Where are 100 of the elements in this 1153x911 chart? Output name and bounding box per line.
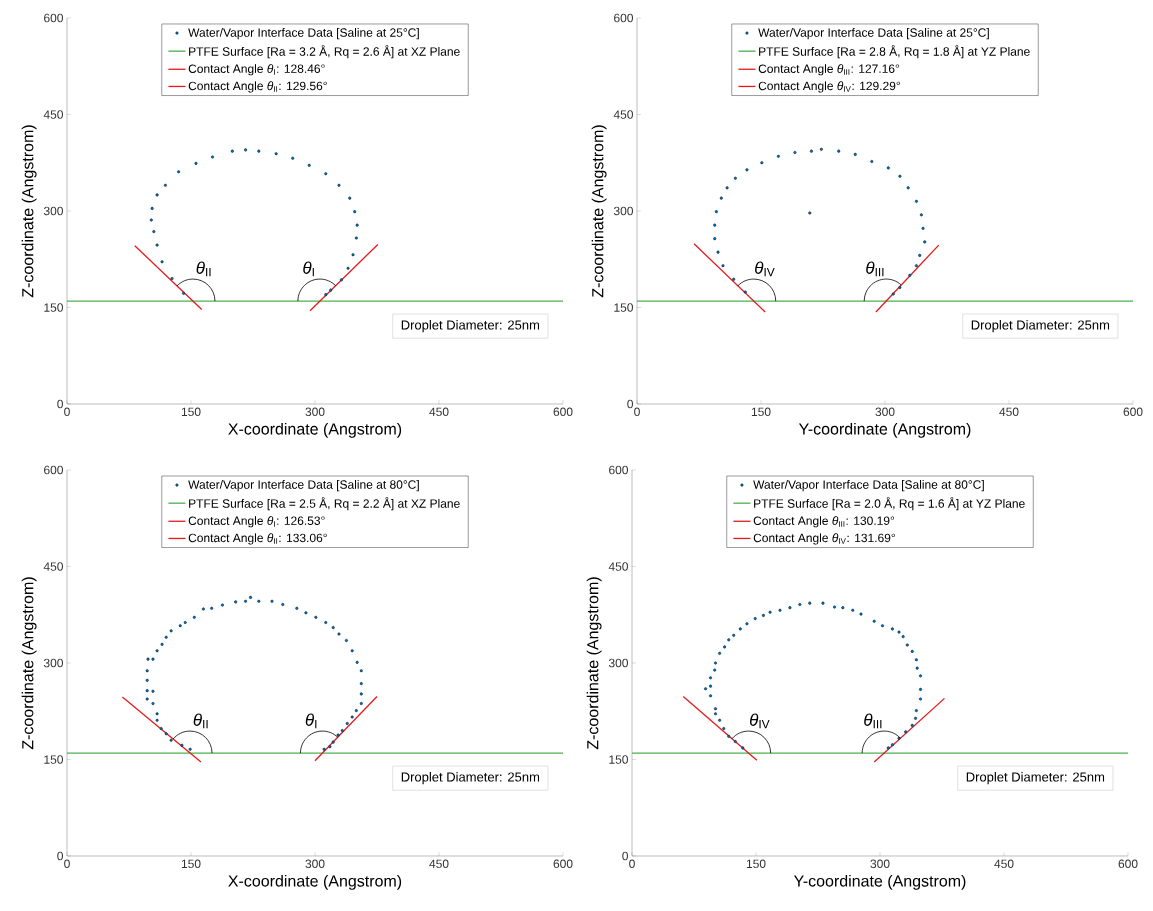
- x-tick-label: 300: [870, 859, 890, 869]
- point: [910, 649, 914, 653]
- point: [201, 607, 205, 611]
- point: [741, 746, 745, 750]
- point: [853, 152, 857, 156]
- y-axis-title: Z-coordinate (Angstrom): [21, 577, 37, 750]
- point: [337, 632, 341, 636]
- point: [733, 739, 737, 743]
- point: [808, 601, 812, 605]
- point: [353, 210, 357, 214]
- point: [923, 240, 927, 244]
- y-tick-label: 450: [43, 562, 63, 571]
- point: [151, 657, 155, 661]
- point: [808, 211, 812, 215]
- point: [346, 266, 350, 270]
- legend-label: Contact Angle θ$_{I}$: 128.46°: [188, 64, 325, 76]
- legend-label: Contact Angle θ$_{I}$: 126.53°: [188, 516, 325, 528]
- point: [151, 702, 155, 706]
- point: [155, 712, 159, 716]
- x-tick-label: 300: [305, 859, 325, 869]
- point: [155, 193, 159, 197]
- y-tick-label: 0: [57, 851, 64, 861]
- annotation: Droplet Diameter: 25nm: [966, 772, 1105, 785]
- point: [745, 168, 749, 172]
- point: [178, 624, 182, 628]
- point: [727, 638, 731, 642]
- point: [164, 732, 168, 736]
- x-tick-label: 600: [553, 859, 573, 869]
- point: [210, 606, 214, 610]
- point: [753, 617, 757, 621]
- point: [833, 605, 837, 609]
- point: [234, 600, 238, 604]
- point: [886, 746, 890, 750]
- point: [324, 620, 328, 624]
- point: [886, 166, 890, 170]
- point: [793, 150, 797, 154]
- y-axis-title: Z-coordinate (Angstrom): [591, 125, 607, 298]
- point: [851, 608, 855, 612]
- point: [725, 186, 729, 190]
- point: [718, 718, 722, 722]
- point: [768, 610, 772, 614]
- x-tick-label: 300: [305, 407, 325, 417]
- point: [716, 250, 720, 254]
- point: [160, 642, 164, 646]
- point: [307, 163, 311, 167]
- y-axis-title: Z-coordinate (Angstrom): [586, 577, 602, 750]
- point: [145, 689, 149, 693]
- point: [304, 611, 308, 615]
- point: [709, 676, 713, 680]
- point: [281, 602, 285, 606]
- point: [291, 156, 295, 160]
- point: [723, 645, 727, 649]
- point: [336, 733, 340, 737]
- legend-label: Contact Angle θ$_{II}$: 129.56°: [188, 81, 327, 93]
- point: [169, 629, 173, 633]
- x-tick-label: 450: [429, 859, 449, 869]
- point: [898, 174, 902, 178]
- point: [745, 622, 749, 626]
- x-tick-label: 150: [751, 407, 771, 417]
- point: [910, 723, 914, 727]
- point: [183, 620, 187, 624]
- x-tick-label: 600: [553, 407, 573, 417]
- point: [776, 154, 780, 158]
- legend-label: PTFE Surface [Ra = 2.5 Å, Rq = 2.2 Å] at XZ Plane: [189, 497, 460, 511]
- point: [169, 738, 173, 742]
- point: [743, 290, 747, 294]
- point: [914, 658, 918, 662]
- x-tick-label: 150: [181, 859, 201, 869]
- point: [354, 709, 358, 713]
- point: [914, 716, 918, 720]
- point: [914, 264, 918, 268]
- y-tick-label: 150: [44, 755, 63, 764]
- point: [719, 196, 723, 200]
- y-tick-label: 0: [622, 851, 629, 861]
- point: [329, 288, 333, 292]
- point: [906, 186, 910, 190]
- legend-label: Water/Vapor Interface Data [Saline at 80°C]: [753, 480, 984, 492]
- legend-label: PTFE Surface [Ra = 3.2 Å, Rq = 2.6 Å] at XZ Plane: [189, 45, 460, 59]
- point: [714, 210, 718, 214]
- point: [760, 161, 764, 165]
- point: [194, 161, 198, 165]
- legend-label: PTFE Surface [Ra = 2.0 Å, Rq = 1.6 Å] at YZ Plane: [754, 497, 1025, 511]
- point: [340, 729, 344, 733]
- y-tick-label: 300: [608, 658, 629, 668]
- point: [328, 745, 332, 749]
- y-axis-title: Z-coordinate (Angstrom): [21, 125, 37, 298]
- x-axis-title: X-coordinate (Angstrom): [228, 874, 402, 890]
- point: [339, 278, 343, 282]
- y-tick-label: 450: [608, 562, 629, 571]
- point: [249, 595, 253, 599]
- annotation: θ$_{IV}$: [750, 713, 770, 729]
- legend-label: Contact Angle θ$_{IV}$: 131.69°: [753, 533, 895, 545]
- point: [149, 218, 153, 222]
- legend-label: Contact Angle θ$_{II}$: 133.06°: [188, 533, 327, 545]
- point: [350, 715, 354, 719]
- y-tick-label: 450: [43, 110, 63, 119]
- annotation: Droplet Diameter: 25nm: [401, 772, 540, 785]
- annotation: θ$_{IV}$: [755, 261, 775, 277]
- point: [350, 649, 354, 653]
- point: [915, 666, 919, 670]
